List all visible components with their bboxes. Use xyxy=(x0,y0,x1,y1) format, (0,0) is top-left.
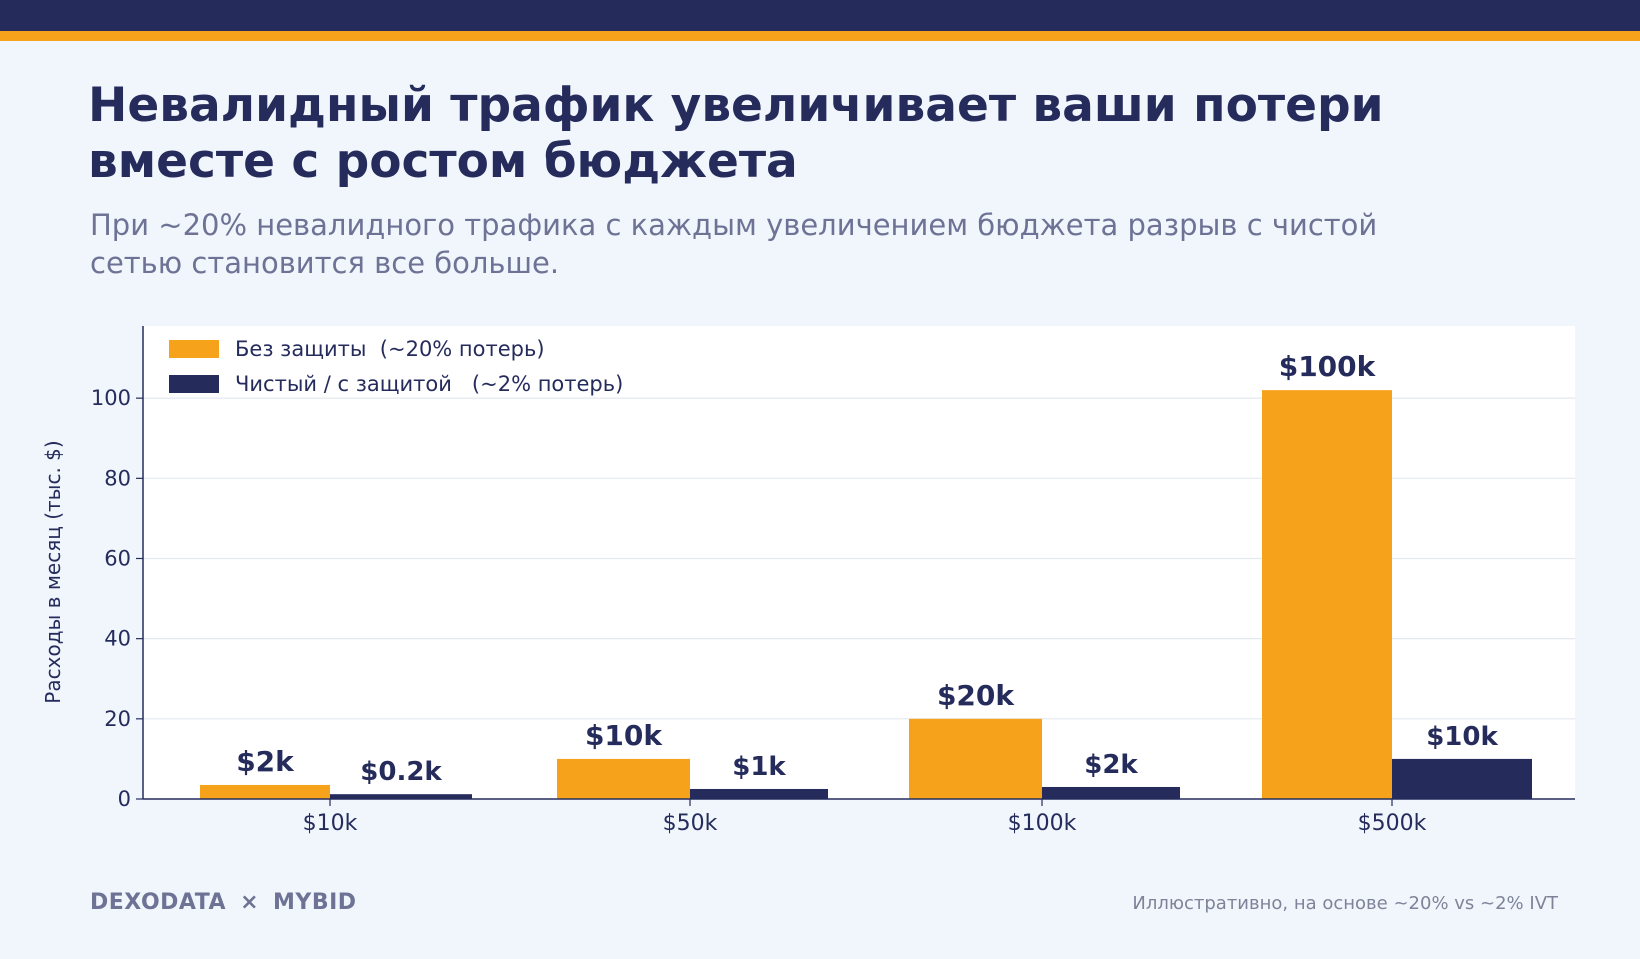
y-tick-label: 40 xyxy=(104,627,131,651)
legend-label-clean: Чистый / с защитой (~2% потерь) xyxy=(235,372,623,396)
y-tick-label: 80 xyxy=(104,466,131,490)
bar-unprotected xyxy=(909,718,1042,799)
bar-label-clean: $10k xyxy=(1426,722,1498,752)
bar-label-unprotected: $10k xyxy=(585,719,663,752)
y-axis-label: Расходы в месяц (тыс. $) xyxy=(41,440,65,703)
bar-unprotected xyxy=(200,784,330,799)
y-tick-label: 20 xyxy=(104,707,131,731)
y-tick-label: 60 xyxy=(104,546,131,570)
bar-clean xyxy=(1042,786,1180,799)
bar-clean xyxy=(1392,758,1532,799)
page-subtitle: При ~20% невалидного трафика с каждым ув… xyxy=(90,208,1378,280)
x-tick-label: $500k xyxy=(1358,811,1427,836)
y-tick-label: 100 xyxy=(91,386,131,410)
bar-clean xyxy=(690,788,828,799)
legend-label-unprotected: Без защиты (~20% потерь) xyxy=(235,337,545,361)
bar-clean xyxy=(330,794,472,799)
top-band xyxy=(0,0,1640,31)
bar-unprotected xyxy=(557,758,690,799)
legend-swatch-unprotected xyxy=(169,340,219,358)
bar-label-unprotected: $2k xyxy=(236,745,295,778)
x-axis-ticks: $10k $50k $100k $500k xyxy=(303,799,1427,836)
bar-value-labels: $2k $0.2k $10k $1k $20k $2k $100k $10k xyxy=(236,350,1498,787)
bar-unprotected xyxy=(1262,390,1392,799)
top-accent-stripe xyxy=(0,31,1640,41)
brand-dexodata: DEXODATA xyxy=(90,890,227,915)
brand-mybid: MYBID xyxy=(273,890,357,915)
bar-label-clean: $2k xyxy=(1084,750,1138,780)
bar-label-unprotected: $100k xyxy=(1279,350,1377,383)
footer-note: Иллюстративно, на основе ~20% vs ~2% IVT xyxy=(1132,893,1558,914)
legend: Без защиты (~20% потерь) Чистый / с защи… xyxy=(169,337,623,396)
legend-swatch-clean xyxy=(169,375,219,393)
page-title: Невалидный трафик увеличивает ваши потер… xyxy=(88,78,1384,189)
bar-label-clean: $1k xyxy=(732,752,786,782)
bar-label-unprotected: $20k xyxy=(937,679,1015,712)
x-tick-label: $100k xyxy=(1008,811,1077,836)
y-tick-label: 0 xyxy=(118,787,131,811)
x-tick-label: $50k xyxy=(663,811,718,836)
footer-brand: DEXODATA × MYBID xyxy=(90,890,357,915)
bars xyxy=(200,390,1532,799)
brand-separator: × xyxy=(240,890,260,915)
x-tick-label: $10k xyxy=(303,811,358,836)
y-axis-ticks: 0 20 40 60 80 100 xyxy=(91,386,143,811)
bar-label-clean: $0.2k xyxy=(360,757,442,787)
